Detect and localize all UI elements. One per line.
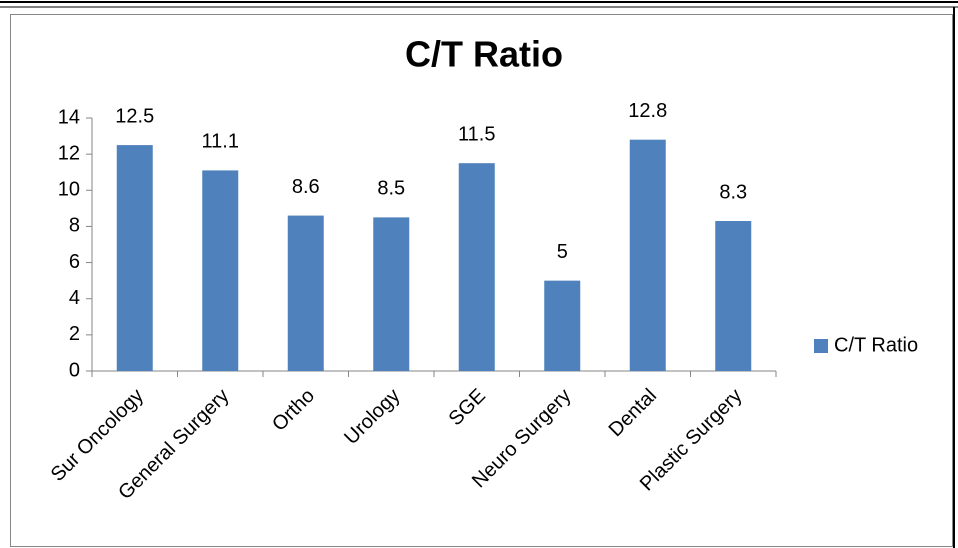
bar bbox=[715, 221, 752, 371]
y-tick-label: 10 bbox=[58, 179, 80, 201]
data-label: 5 bbox=[557, 241, 568, 263]
bar bbox=[544, 280, 581, 371]
bar bbox=[629, 139, 666, 371]
legend-swatch bbox=[814, 339, 828, 353]
bar bbox=[373, 217, 410, 371]
y-tick-label: 12 bbox=[58, 142, 80, 164]
y-tick-label: 14 bbox=[58, 106, 80, 128]
data-label: 8.3 bbox=[719, 181, 747, 203]
data-label: 12.5 bbox=[115, 105, 154, 127]
y-tick-label: 2 bbox=[69, 323, 80, 345]
y-tick-label: 4 bbox=[69, 287, 80, 309]
data-label: 11.5 bbox=[458, 123, 495, 145]
y-tick-label: 6 bbox=[69, 251, 80, 273]
chart-border bbox=[10, 14, 953, 547]
legend-label: C/T Ratio bbox=[834, 334, 918, 356]
bar bbox=[287, 215, 324, 371]
data-label: 8.5 bbox=[377, 178, 405, 200]
data-label: 8.6 bbox=[292, 176, 320, 198]
bar bbox=[458, 163, 495, 371]
bar bbox=[116, 145, 153, 371]
y-tick-label: 0 bbox=[69, 359, 80, 381]
y-tick-label: 8 bbox=[69, 215, 80, 237]
data-label: 12.8 bbox=[628, 100, 667, 122]
chart-title: C/T Ratio bbox=[405, 34, 563, 75]
bar bbox=[202, 170, 239, 371]
data-label: 11.1 bbox=[202, 131, 239, 153]
